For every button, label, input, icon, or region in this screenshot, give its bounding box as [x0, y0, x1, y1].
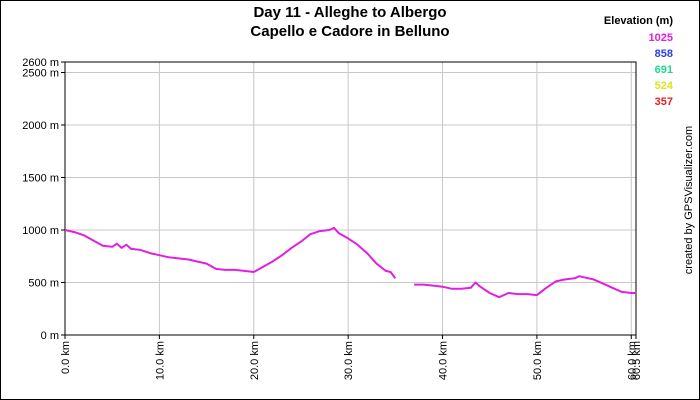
- x-tick-label: 60.0 km: [626, 341, 638, 380]
- x-tick-label: 10.0 km: [154, 341, 166, 380]
- y-tick-label: 2000 m: [22, 120, 59, 132]
- y-tick-label: 2500 m: [22, 68, 59, 80]
- y-tick-label: 2600 m: [22, 57, 59, 69]
- legend-value: 1025: [649, 32, 673, 44]
- legend-value: 691: [655, 64, 673, 76]
- legend-value: 858: [655, 48, 673, 60]
- y-tick-label: 1500 m: [22, 173, 59, 185]
- chart-title: Day 11 - Alleghe to Albergo: [253, 4, 446, 21]
- elevation-line: [64, 226, 636, 299]
- y-tick-label: 500 m: [28, 278, 59, 290]
- x-tick-label: 20.0 km: [249, 341, 261, 380]
- chart-title: Capello e Cadore in Belluno: [250, 23, 449, 40]
- x-tick-label: 40.0 km: [438, 341, 450, 380]
- x-tick-label: 50.0 km: [532, 341, 544, 380]
- plot-area: [65, 62, 636, 335]
- x-tick-label: 30.0 km: [343, 341, 355, 380]
- legend-value: 524: [655, 80, 674, 92]
- credit: created by GPSVisualizer.com: [683, 126, 695, 274]
- plot-border: [64, 61, 637, 336]
- x-tick-label: 60.5 km: [631, 341, 643, 380]
- y-tick-label: 0 m: [41, 330, 59, 342]
- y-tick-label: 1000 m: [22, 225, 59, 237]
- legend-title: Elevation (m): [604, 15, 673, 27]
- x-tick-label: 0.0 km: [60, 341, 72, 374]
- legend-value: 357: [655, 96, 673, 108]
